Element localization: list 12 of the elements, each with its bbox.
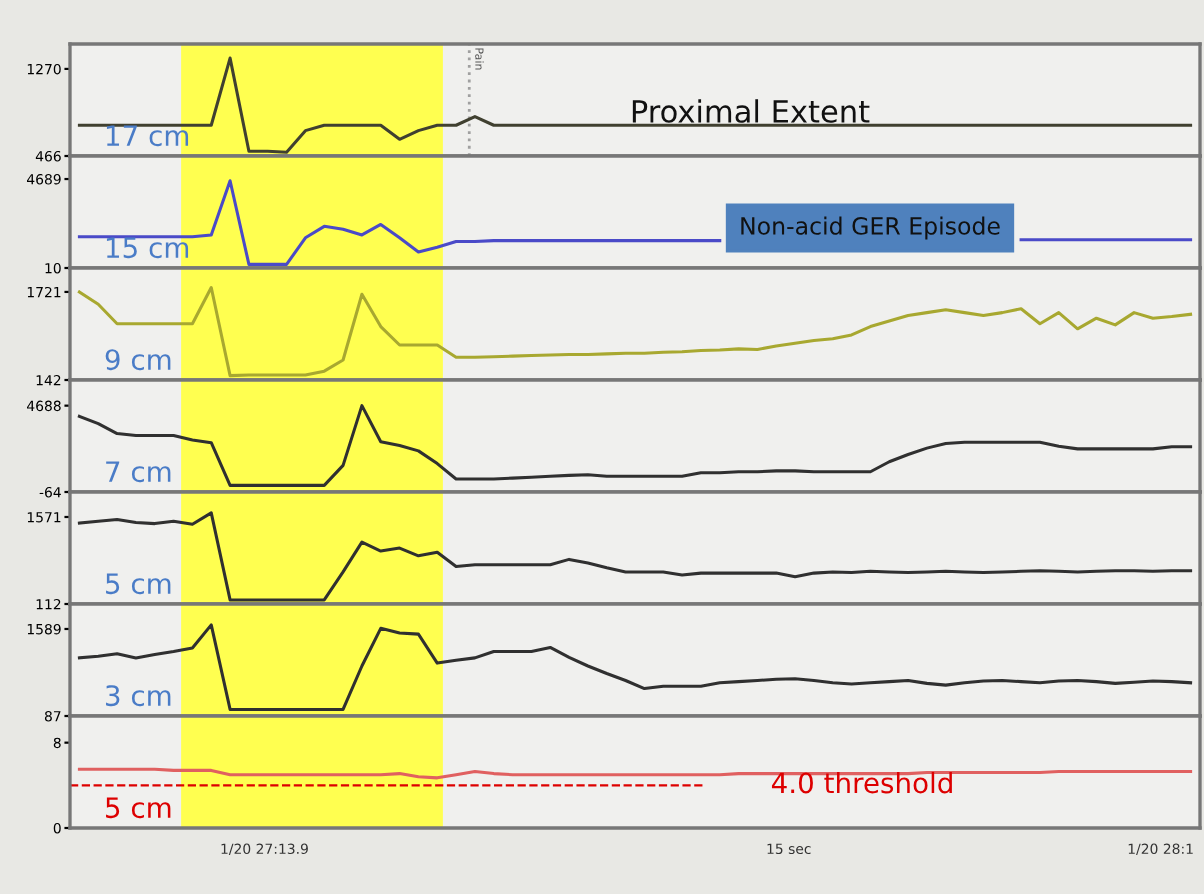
y-axis-title: 5 cm — [106, 797, 171, 819]
y-axis-title: 9 cm — [105, 349, 171, 371]
annotation: Non-acid GER Episode — [741, 216, 1000, 240]
ref-line-label: 4.0 threshold — [771, 771, 952, 794]
annotation: Proximal Extent — [632, 99, 870, 123]
y-axis-title: 7 cm — [106, 461, 171, 483]
line-series — [77, 511, 1193, 602]
y-axis-title: 3 cm — [106, 685, 171, 707]
line-series — [77, 623, 1193, 711]
line-series — [77, 404, 1193, 487]
y-axis-title: 5 cm — [106, 573, 171, 595]
line-series — [77, 285, 1193, 378]
